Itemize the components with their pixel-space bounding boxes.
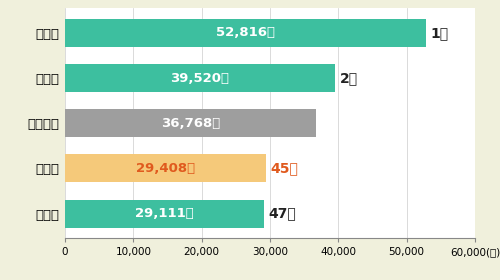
Bar bbox=[65, 200, 264, 228]
Text: 1位: 1位 bbox=[430, 26, 449, 40]
Bar bbox=[65, 64, 335, 92]
Bar bbox=[65, 109, 316, 137]
Text: 29,408円: 29,408円 bbox=[136, 162, 195, 175]
Text: 36,768円: 36,768円 bbox=[161, 117, 220, 130]
Text: 45位: 45位 bbox=[270, 161, 298, 175]
Text: 39,520円: 39,520円 bbox=[170, 71, 230, 85]
Bar bbox=[65, 19, 426, 47]
Text: 29,111円: 29,111円 bbox=[135, 207, 194, 220]
Text: 52,816円: 52,816円 bbox=[216, 26, 275, 39]
Text: 47位: 47位 bbox=[268, 207, 296, 221]
Text: 2位: 2位 bbox=[340, 71, 358, 85]
Bar bbox=[65, 154, 266, 182]
